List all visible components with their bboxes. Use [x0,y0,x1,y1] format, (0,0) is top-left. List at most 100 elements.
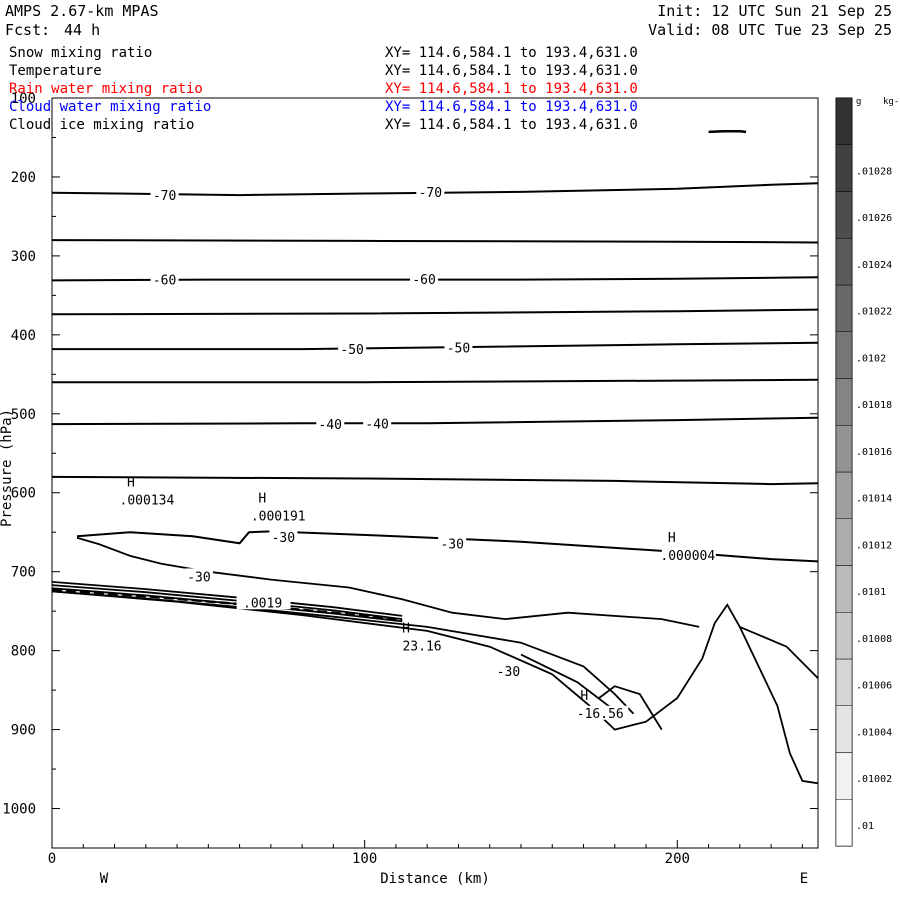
near-surface-contour [739,626,819,679]
contour-label: -60 [153,274,176,289]
colorbar-label: .01002 [856,774,892,785]
colorbar-label: .01018 [856,400,892,411]
extremum-type: H [258,491,266,506]
contour-label-bg [316,416,345,432]
near-surface-contour [51,590,635,715]
contour-label: -50 [340,343,363,358]
contour-label-bg [363,415,392,431]
colorbar-swatch [835,238,853,286]
contour-label: -30 [187,570,210,585]
x-tick-label: 200 [665,851,690,867]
y-tick-label: 100 [11,91,36,107]
forecast-label: Fcst: [5,21,51,39]
contour-label-bg [410,270,439,286]
isotherm-line [51,416,819,426]
y-tick-label: 900 [11,723,36,739]
colorbar-swatch [835,378,853,426]
isotherm-line [52,378,819,384]
extremum-type: H [402,622,410,637]
y-tick-label: 300 [11,249,36,265]
colorbar-label: .01004 [856,727,892,738]
colorbar-unit-part: kg-1 [883,97,900,107]
colorbar-swatch [835,799,853,847]
contour-label-bg [338,341,367,357]
field-name-cloud-ice: Cloud ice mixing ratio [9,117,195,133]
contour-label: -40 [365,417,388,432]
near-surface-contour [51,587,403,623]
extremum-bg [120,492,175,507]
plot-frame [51,97,819,849]
contour-label: -40 [319,418,342,433]
contour-label-bg [444,339,473,355]
colorbar-label: .0102 [856,353,886,364]
colorbar-swatch [835,518,853,566]
extremum-value: .000191 [251,509,306,524]
contour-label-bg [184,568,213,584]
field-name-temperature: Temperature [9,63,102,79]
isotherm-line [51,239,819,244]
extremum-value: .000134 [120,494,175,509]
near-surface-contour [51,590,819,785]
colorbar-swatch [835,144,853,192]
colorbar-label: .01016 [856,447,892,458]
contour-label: -30 [440,537,463,552]
y-tick-label: 600 [11,486,36,502]
colorbar-label: .01008 [856,634,892,645]
field-name-cloud-water: Cloud water mixing ratio [9,99,212,115]
valid-time: Valid: 08 UTC Tue 23 Sep 25 [648,21,892,39]
isotherm-line [51,276,819,282]
colorbar-swatch [835,191,853,239]
extremum-type: H [127,476,135,491]
x-tick-label: 100 [352,851,377,867]
colorbar-swatch [835,471,853,519]
colorbar-swatch [835,284,853,332]
contour-label-bg [150,271,179,287]
extremum-value: 23.16 [402,640,441,655]
near-surface-contour [598,685,663,731]
colorbar-label: .01022 [856,307,892,318]
contour-label-bg [269,528,298,544]
extremum-type: H [580,689,588,704]
extremum-value: -16.56 [577,707,624,722]
colorbar-swatch [835,97,853,145]
colorbar-label: .01 [856,821,874,832]
colorbar-swatch [835,331,853,379]
extremum-value: .0019 [243,596,282,611]
contour-label: -60 [412,273,435,288]
extremum-bg [396,638,451,653]
y-tick-label: 400 [11,328,36,344]
contour-label: -50 [447,341,470,356]
west-label: W [100,871,109,887]
field-name-rain: Rain water mixing ratio [9,81,203,97]
colorbar-label: .01028 [856,166,892,177]
isotherm-line [51,182,819,197]
isotherm-line [51,308,819,316]
colorbar-label: .01026 [856,213,892,224]
isotherm-line [52,341,819,351]
y-tick-label: 1000 [2,802,36,818]
contour-label-bg [438,535,467,551]
forecast-hours: 44 h [64,21,101,39]
cloud-ice-patch [708,129,747,134]
contour-label: -70 [419,186,442,201]
y-tick-label: 800 [11,644,36,660]
x-tick-label: 0 [48,851,56,867]
extremum-value: .000004 [660,549,715,564]
colorbar-label: .0101 [856,587,886,598]
extremum-bg [236,595,291,610]
colorbar-swatch [835,658,853,706]
x-axis-label: Distance (km) [380,871,490,887]
extremum-bg [252,508,307,523]
colorbar-swatch [835,565,853,613]
field-range-cloud-water: XY= 114.6,584.1 to 193.4,631.0 [385,99,638,115]
y-tick-label: 200 [11,170,36,186]
contour-label: -30 [272,531,295,546]
init-time: Init: 12 UTC Sun 21 Sep 25 [657,2,892,20]
colorbar-swatch [835,612,853,660]
isotherm-line [51,475,819,486]
colorbar-swatch [835,705,853,753]
field-range-cloud-ice: XY= 114.6,584.1 to 193.4,631.0 [385,117,638,133]
contour-label: -70 [153,189,176,204]
colorbar-label: .01006 [856,681,892,692]
